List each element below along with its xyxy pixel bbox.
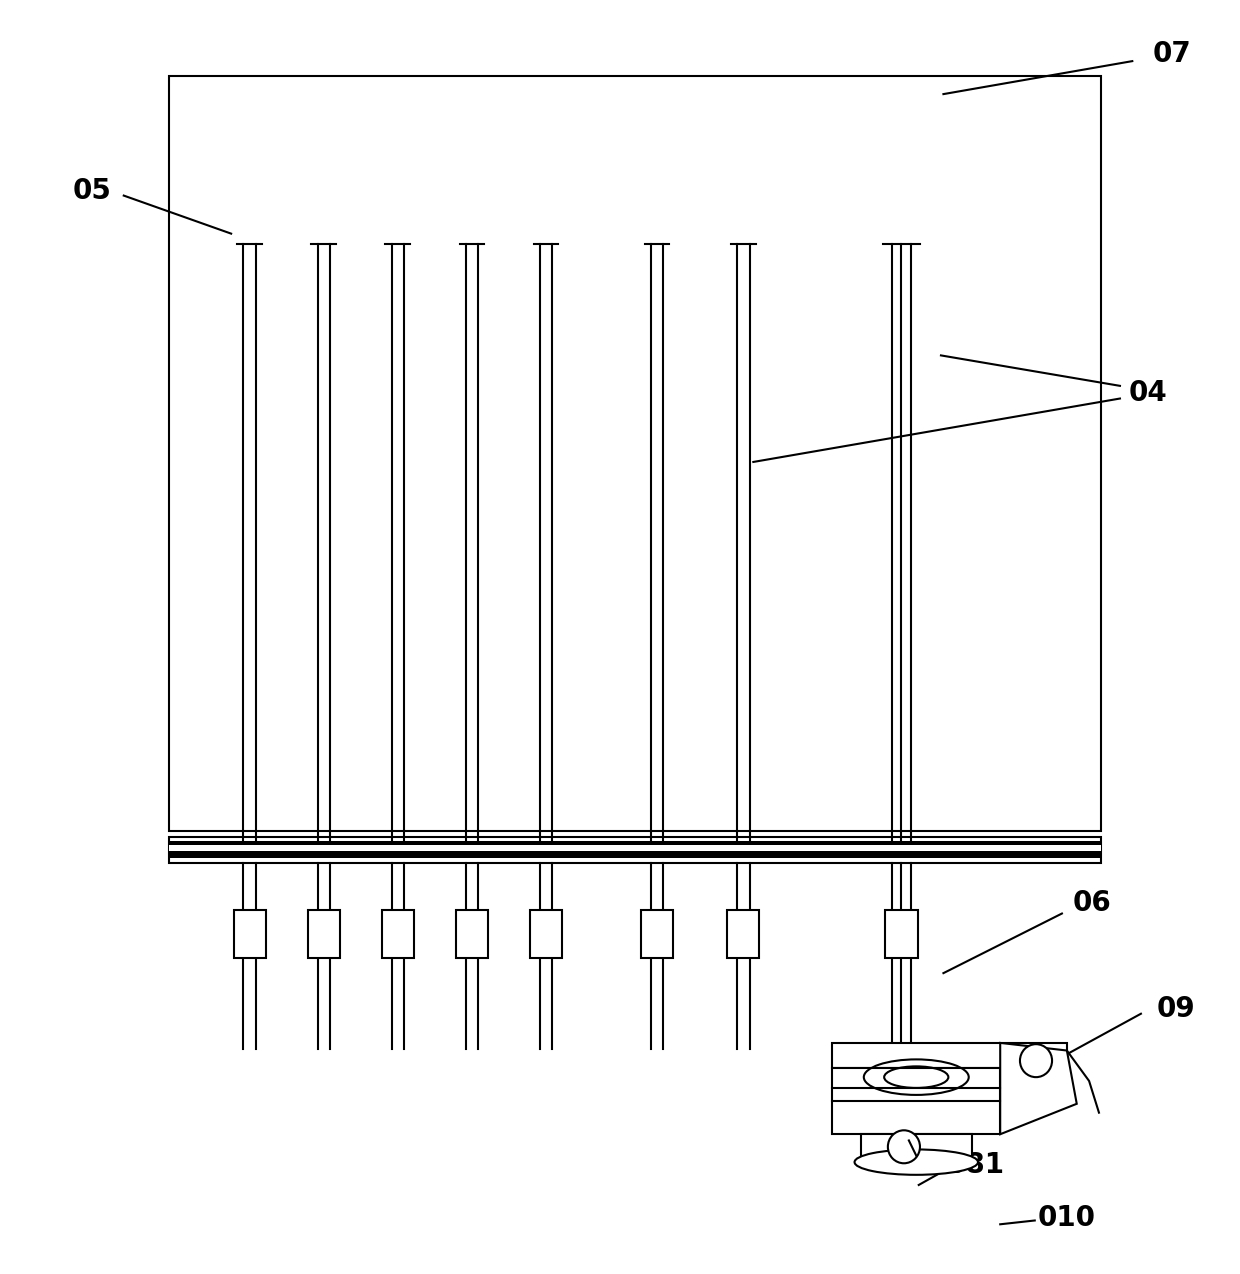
Bar (233, 910, 265, 958)
Text: 081: 081 (946, 1150, 1004, 1178)
Bar (170, 837, 1101, 862)
Bar (861, 1134, 972, 1162)
Bar (832, 1069, 1001, 1134)
Ellipse shape (854, 1149, 978, 1175)
Text: 07: 07 (1152, 39, 1192, 68)
Bar (885, 910, 918, 958)
Bar (170, 841, 1101, 857)
Text: 08: 08 (961, 1082, 999, 1110)
Text: 06: 06 (1073, 889, 1111, 917)
Polygon shape (1001, 1043, 1076, 1134)
Bar (641, 910, 673, 958)
Circle shape (1021, 1045, 1052, 1077)
Bar (382, 910, 414, 958)
Bar (529, 910, 562, 958)
Circle shape (888, 1130, 920, 1163)
Text: 05: 05 (72, 177, 112, 205)
Text: 04: 04 (1128, 380, 1168, 408)
Bar (456, 910, 487, 958)
Bar (170, 76, 1101, 831)
Text: 09: 09 (1156, 995, 1195, 1023)
Bar (170, 845, 1101, 851)
Bar (728, 910, 759, 958)
Bar (308, 910, 340, 958)
Text: 010: 010 (1038, 1204, 1096, 1232)
Bar (832, 1043, 1066, 1069)
